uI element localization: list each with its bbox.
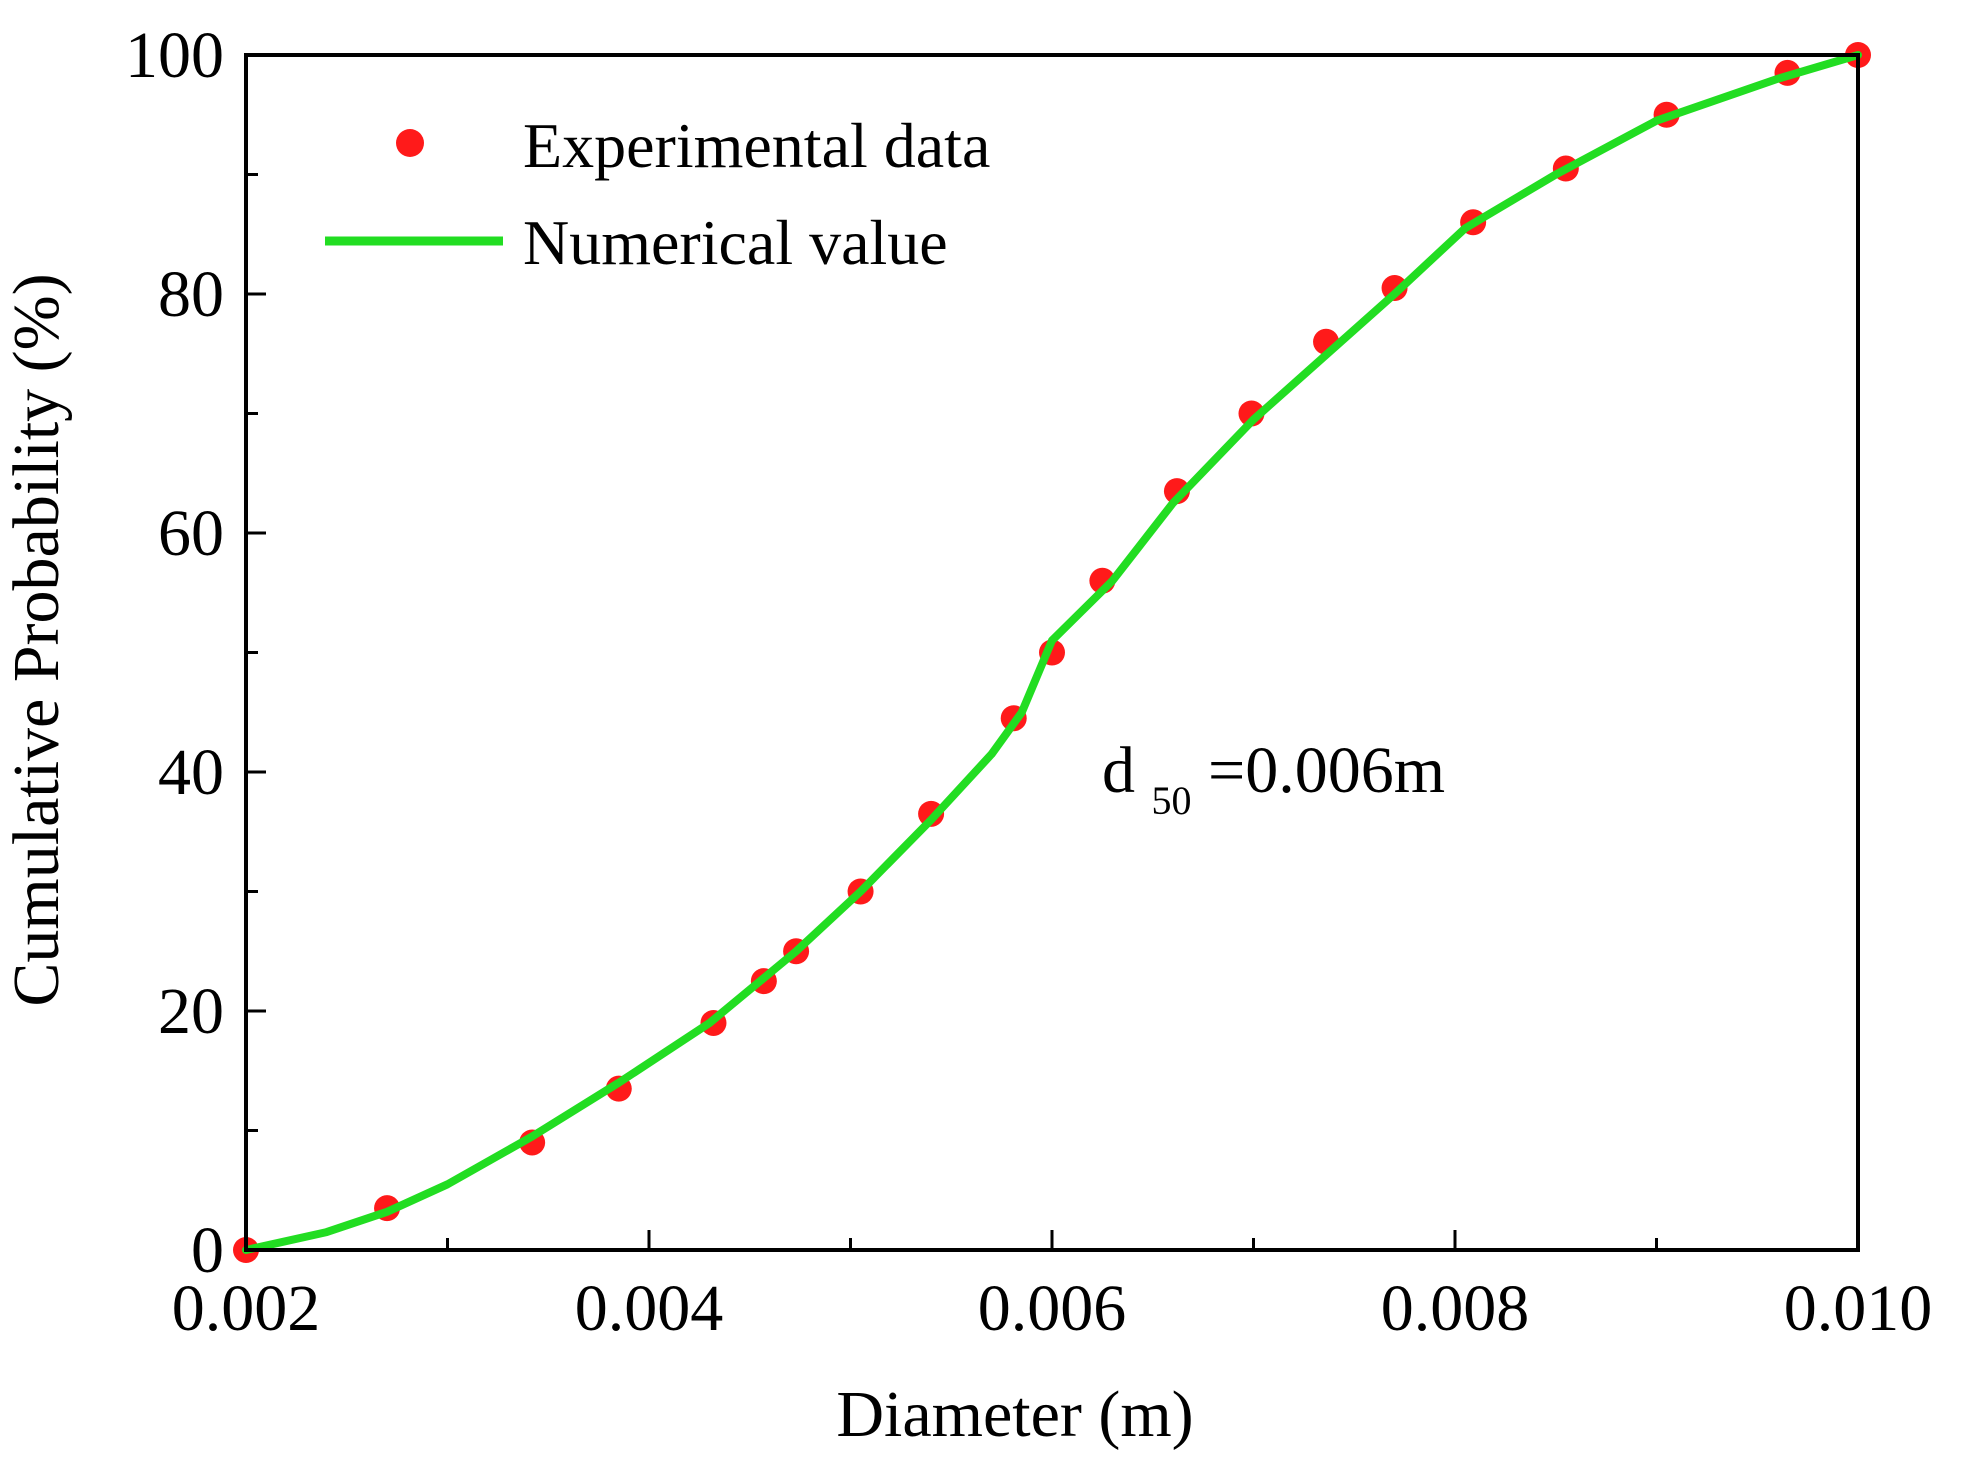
legend-marker-experimental [396, 129, 424, 157]
x-tick-label: 0.008 [1381, 1272, 1530, 1345]
x-tick-label: 0.006 [978, 1272, 1127, 1345]
legend-label-numerical: Numerical value [523, 207, 948, 278]
y-tick-label: 60 [158, 497, 224, 570]
x-axis-title: Diameter (m) [836, 1378, 1193, 1451]
x-tick-label: 0.002 [172, 1272, 321, 1345]
annotation-rest: =0.006m [1208, 734, 1445, 807]
annotation-base: d [1102, 734, 1135, 807]
x-tick-label: 0.004 [575, 1272, 724, 1345]
legend: Experimental data Numerical value [325, 110, 990, 278]
y-tick-label: 100 [125, 19, 224, 92]
plot-area [233, 42, 1871, 1263]
y-tick-label: 0 [191, 1214, 224, 1287]
y-tick-label: 40 [158, 736, 224, 809]
d50-annotation: d 50 =0.006m [1102, 734, 1445, 829]
annotation-subscript: 50 [1152, 778, 1192, 823]
axes: 0.002 0.004 0.006 0.008 0.010 0 20 40 60 80 100 [125, 19, 1932, 1345]
y-tick-label: 20 [158, 975, 224, 1048]
numerical-value-line [242, 51, 1862, 1254]
y-axis-title: Cumulative Probability (%) [0, 273, 73, 1006]
legend-label-experimental: Experimental data [523, 110, 990, 181]
x-tick-label: 0.010 [1784, 1272, 1933, 1345]
y-tick-label: 80 [158, 258, 224, 331]
